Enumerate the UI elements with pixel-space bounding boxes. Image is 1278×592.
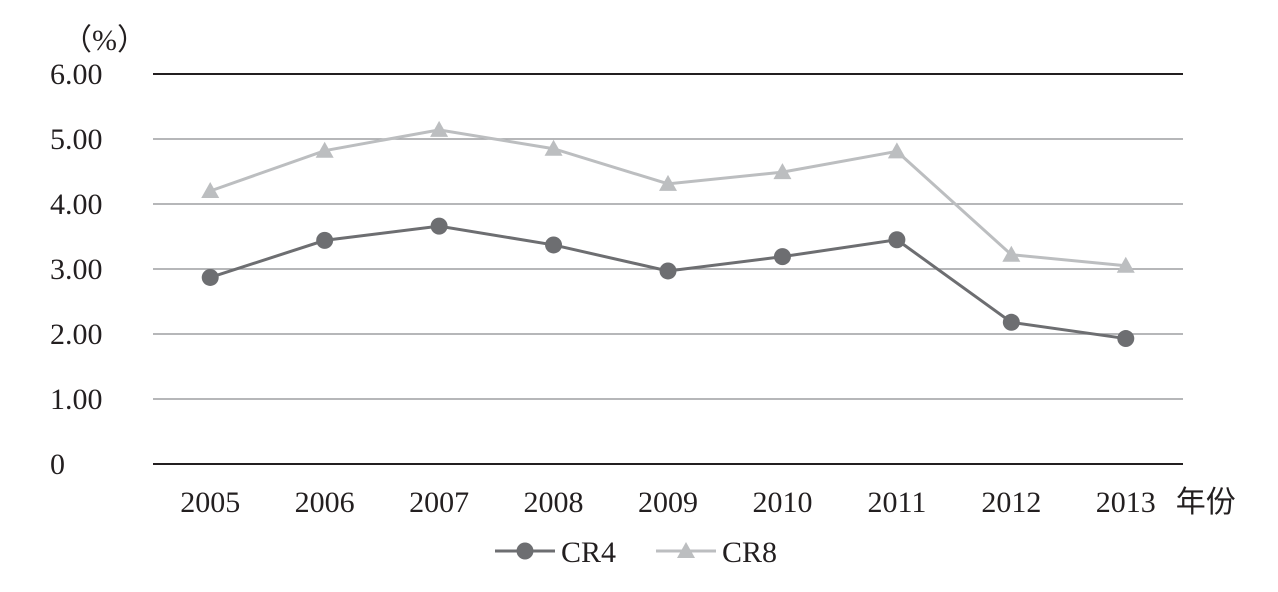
data-point [430, 120, 449, 137]
x-tick-label: 2012 [981, 486, 1041, 519]
data-point [201, 182, 220, 198]
x-tick-label: 2010 [752, 486, 812, 519]
x-axis-ticks: 2005 2006 2007 2008 2009 2010 2011 2012 2013 年份 [180, 486, 1236, 519]
y-tick-label: 6.00 [50, 58, 103, 91]
series-layer [201, 120, 1135, 348]
data-point [659, 262, 677, 280]
y-tick-label: 2.00 [50, 318, 103, 351]
y-tick-label: 4.00 [50, 188, 103, 221]
y-tick-label: 0 [50, 448, 65, 481]
data-point [545, 236, 563, 254]
series-cr4 [201, 217, 1135, 348]
legend-marker [677, 542, 695, 558]
legend-item-cr4: CR4 [495, 536, 616, 569]
series-line [209, 128, 1126, 268]
legend-item-cr8: CR8 [656, 536, 777, 569]
data-point [1002, 313, 1020, 331]
x-tick-label: 2008 [524, 486, 584, 519]
x-tick-label: 2006 [295, 486, 355, 519]
legend: CR4 CR8 [495, 536, 777, 569]
series-line [209, 224, 1126, 341]
y-tick-label: 3.00 [50, 253, 103, 286]
data-point [1116, 256, 1135, 273]
x-tick-label: 2011 [867, 486, 926, 519]
data-point [201, 268, 219, 286]
x-axis-unit-label: 年份 [1176, 486, 1236, 519]
data-point [888, 231, 906, 249]
y-axis-unit-label: （%） [62, 24, 147, 57]
data-point [544, 139, 563, 156]
data-point [430, 217, 448, 235]
y-tick-label: 5.00 [50, 123, 103, 156]
x-tick-label: 2005 [180, 486, 240, 519]
data-point [659, 174, 677, 191]
data-point [773, 248, 791, 266]
data-point [773, 163, 792, 180]
series-cr8 [201, 120, 1135, 273]
x-tick-label: 2007 [409, 486, 469, 519]
legend-label: CR8 [722, 536, 777, 569]
data-point [887, 142, 906, 159]
legend-label: CR4 [561, 536, 616, 569]
gridlines [153, 73, 1183, 465]
x-tick-label: 2009 [638, 486, 698, 519]
data-point [315, 141, 334, 158]
y-axis-ticks: 0 1.00 2.00 3.00 4.00 5.00 6.00 [50, 58, 103, 481]
data-point [1002, 245, 1021, 262]
data-point [1117, 330, 1135, 348]
y-tick-label: 1.00 [50, 383, 103, 416]
data-point [316, 231, 334, 249]
legend-marker [516, 542, 534, 560]
x-tick-label: 2013 [1096, 486, 1156, 519]
